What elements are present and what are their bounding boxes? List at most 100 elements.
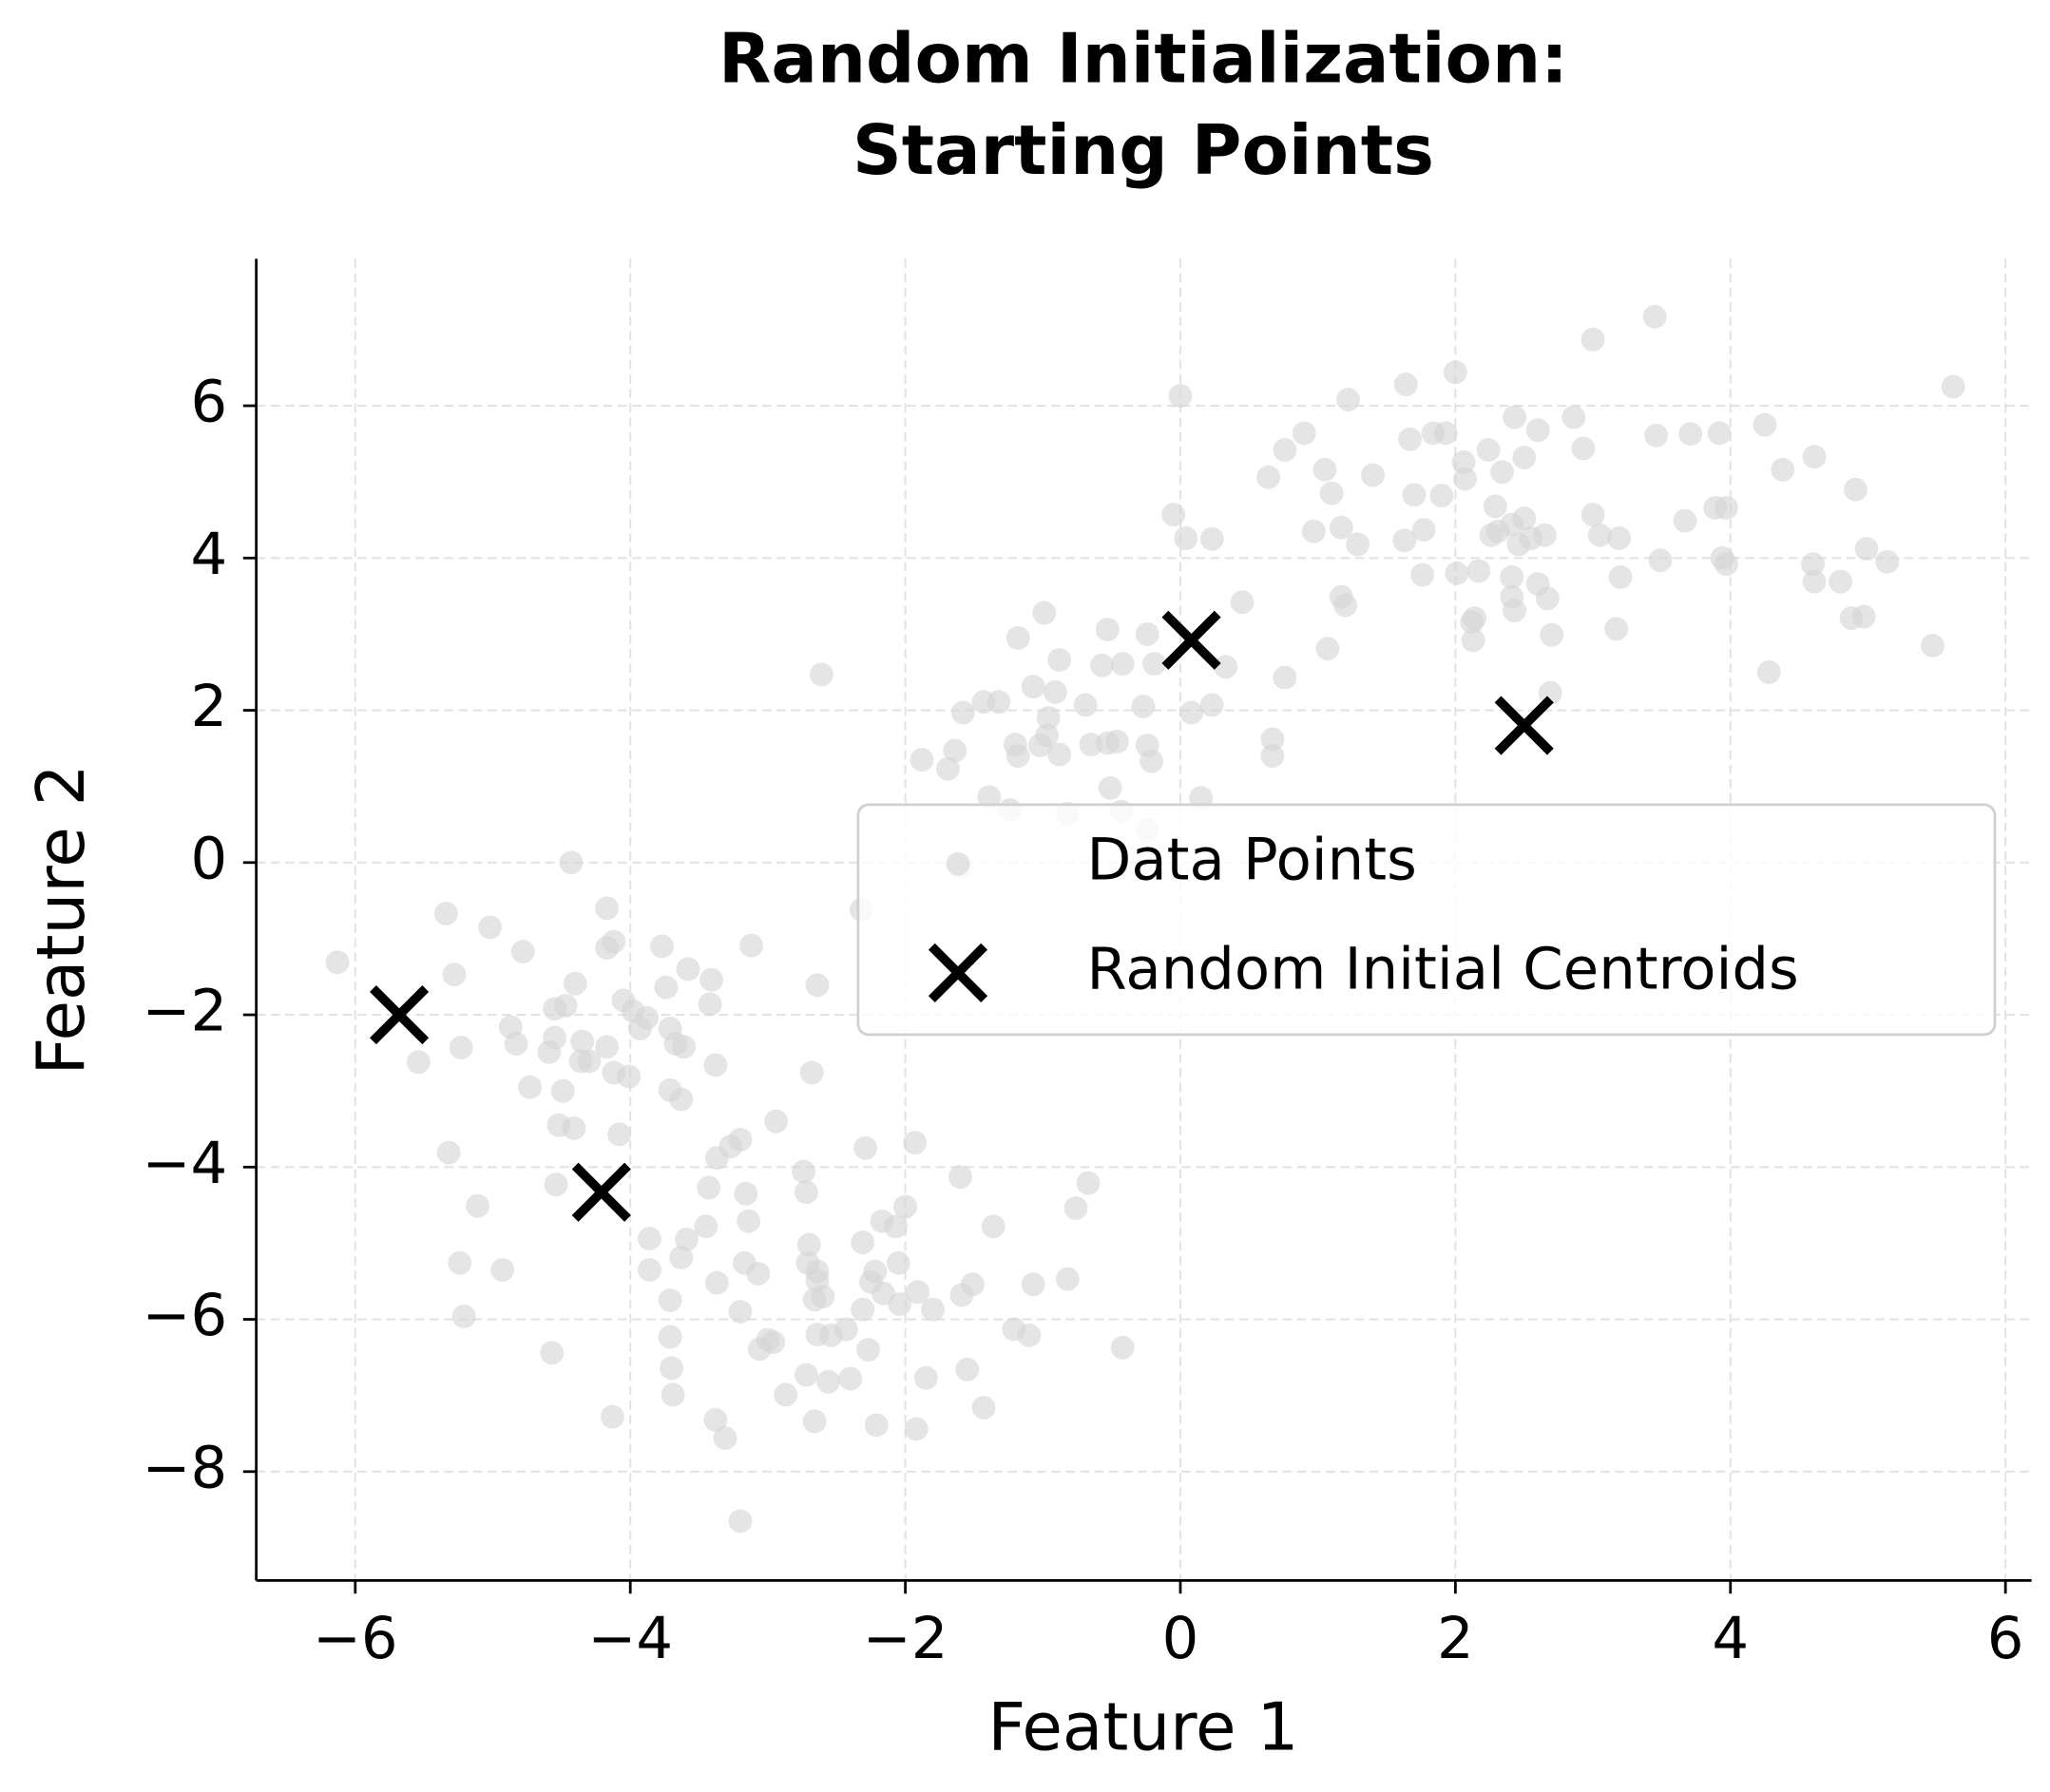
data-point — [734, 1181, 758, 1206]
data-point — [1032, 601, 1057, 625]
data-point — [577, 1049, 602, 1074]
y-tick-label: 4 — [191, 522, 228, 588]
legend-label: Data Points — [1086, 828, 1416, 894]
data-point — [1445, 561, 1469, 585]
data-point — [728, 1509, 753, 1534]
data-point — [1047, 742, 1072, 767]
data-point — [737, 1209, 761, 1233]
data-point — [1571, 436, 1596, 461]
data-point — [1451, 449, 1476, 474]
data-point — [739, 933, 763, 958]
data-point — [1506, 532, 1531, 557]
data-point — [562, 1115, 586, 1140]
data-point — [660, 1356, 684, 1381]
data-point — [851, 1297, 875, 1322]
data-point — [747, 1337, 772, 1362]
data-point — [1131, 695, 1156, 718]
data-point — [1756, 660, 1781, 684]
data-point — [518, 1075, 543, 1099]
y-tick-label: −8 — [143, 1435, 228, 1501]
data-point — [1561, 405, 1586, 429]
data-point — [638, 1258, 661, 1282]
data-point — [816, 1369, 841, 1394]
x-tick-label: −4 — [587, 1606, 673, 1672]
data-point — [1839, 606, 1864, 631]
data-point — [1361, 463, 1385, 487]
data-point — [1063, 1196, 1088, 1221]
data-point — [559, 850, 584, 875]
data-point — [1168, 384, 1193, 409]
data-point — [1076, 1171, 1101, 1195]
data-point — [802, 1409, 827, 1434]
data-point — [1540, 622, 1564, 647]
data-point — [1921, 633, 1945, 658]
chart-title: Random Initialization: Starting Points — [718, 18, 1568, 190]
data-point — [1476, 438, 1501, 462]
data-point — [1047, 648, 1072, 673]
data-point — [617, 1064, 642, 1089]
data-point — [884, 1214, 908, 1239]
data-point — [1503, 405, 1527, 429]
data-point — [774, 1382, 798, 1407]
data-point — [563, 971, 587, 996]
data-point — [853, 1135, 878, 1160]
y-tick-label: −2 — [143, 979, 228, 1045]
data-point — [1055, 1267, 1080, 1291]
data-point — [1021, 675, 1045, 699]
data-point — [669, 1087, 694, 1112]
data-point — [1581, 327, 1605, 352]
data-point — [543, 997, 567, 1021]
data-point — [1073, 693, 1098, 717]
data-point — [948, 1165, 972, 1190]
data-point — [436, 1140, 461, 1165]
centroid — [571, 1162, 631, 1222]
data-point — [669, 1246, 694, 1270]
data-point — [699, 967, 724, 992]
data-point — [1678, 422, 1703, 447]
data-point — [694, 1214, 718, 1239]
data-point — [1346, 532, 1370, 557]
x-tick-label: 2 — [1437, 1606, 1474, 1672]
data-point — [886, 1250, 910, 1275]
data-point — [1644, 423, 1669, 448]
data-point — [1006, 625, 1030, 650]
data-point — [442, 963, 467, 987]
data-point — [595, 1035, 620, 1059]
data-point — [1333, 593, 1358, 618]
data-point — [1027, 733, 1052, 757]
x-tick-label: 6 — [1987, 1606, 2024, 1672]
data-point — [638, 1227, 661, 1251]
data-point — [1329, 515, 1353, 540]
data-point — [543, 1025, 567, 1050]
data-point — [1854, 537, 1879, 562]
data-point — [1500, 564, 1524, 589]
data-point — [1843, 477, 1868, 502]
data-point — [703, 1053, 728, 1077]
data-point — [1429, 484, 1454, 508]
data-point — [650, 934, 674, 959]
data-point — [1017, 1323, 1042, 1347]
data-point — [1460, 610, 1485, 635]
data-point — [1829, 569, 1852, 594]
data-point — [971, 690, 996, 715]
data-point — [794, 1180, 818, 1205]
data-point — [856, 1338, 880, 1363]
data-point — [906, 1280, 930, 1305]
data-point — [1673, 508, 1697, 533]
data-point — [893, 1194, 918, 1219]
data-point — [1525, 418, 1550, 443]
data-point — [950, 700, 975, 725]
data-point — [805, 973, 830, 998]
data-point — [1398, 427, 1423, 451]
data-point — [746, 1262, 771, 1286]
legend-label: Random Initial Centroids — [1086, 936, 1798, 1002]
data-point — [1161, 503, 1186, 527]
data-point — [466, 1193, 490, 1218]
data-point — [627, 1017, 652, 1040]
data-point — [728, 1300, 753, 1324]
data-point — [802, 1287, 827, 1312]
data-point — [1392, 528, 1417, 553]
data-point — [799, 1060, 824, 1085]
data-point — [504, 1032, 528, 1056]
data-point — [971, 1396, 996, 1420]
